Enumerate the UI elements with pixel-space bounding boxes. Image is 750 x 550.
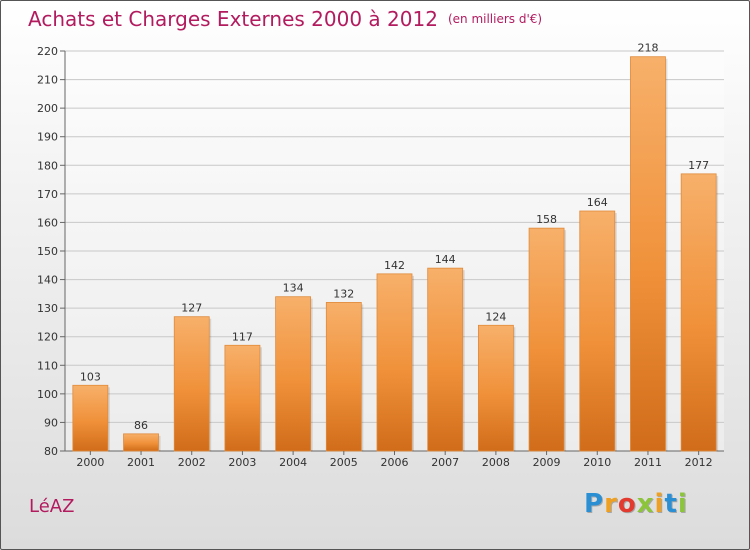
bar-value-label: 142 <box>384 259 405 272</box>
bar-value-label: 164 <box>587 196 608 209</box>
bar-value-label: 124 <box>485 310 506 323</box>
y-tick-label: 150 <box>37 245 58 258</box>
x-tick-label: 2000 <box>76 456 104 469</box>
x-tick-label: 2004 <box>279 456 307 469</box>
y-tick-label: 160 <box>37 216 58 229</box>
bar-value-label: 103 <box>80 370 101 383</box>
y-tick-label: 80 <box>44 445 58 458</box>
x-tick-label: 2012 <box>685 456 713 469</box>
logo-letter: P <box>584 489 605 519</box>
bar-value-label: 158 <box>536 213 557 226</box>
bar <box>123 433 159 452</box>
logo-letter: i <box>654 489 665 519</box>
logo-letter: i <box>677 489 688 519</box>
bar <box>224 344 261 452</box>
x-tick-label: 2007 <box>431 456 459 469</box>
y-tick-label: 110 <box>37 359 58 372</box>
proxiti-logo: Proxiti <box>584 489 688 519</box>
bar <box>275 296 312 452</box>
x-tick-label: 2008 <box>482 456 510 469</box>
bar <box>477 324 514 452</box>
bar <box>579 210 616 452</box>
bar <box>630 56 666 452</box>
chart-title: Achats et Charges Externes 2000 à 2012 (e… <box>28 7 542 31</box>
chart-unit: (en milliers d'€) <box>447 12 543 26</box>
bar-value-label: 117 <box>232 330 253 343</box>
y-tick-label: 170 <box>37 188 58 201</box>
x-tick-label: 2006 <box>381 456 409 469</box>
bar-value-label: 144 <box>435 253 456 266</box>
bar <box>680 173 717 452</box>
y-tick-label: 210 <box>37 74 58 87</box>
y-tick-label: 180 <box>37 159 58 172</box>
y-tick-label: 120 <box>37 331 58 344</box>
y-tick-label: 140 <box>37 274 58 287</box>
x-tick-label: 2009 <box>533 456 561 469</box>
logo-letter: t <box>664 489 678 519</box>
bar <box>427 267 464 452</box>
bar-value-label: 218 <box>637 42 658 55</box>
y-tick-label: 130 <box>37 302 58 315</box>
logo-letter: x <box>636 489 655 519</box>
y-tick-label: 220 <box>37 45 58 58</box>
bar <box>72 384 109 452</box>
bar <box>528 227 565 452</box>
x-tick-label: 2005 <box>330 456 358 469</box>
x-tick-label: 2003 <box>228 456 256 469</box>
y-tick-label: 90 <box>44 416 58 429</box>
x-tick-label: 2002 <box>178 456 206 469</box>
bar <box>173 316 210 452</box>
bar-value-label: 86 <box>134 419 148 432</box>
chart-title-text: Achats et Charges Externes 2000 à 2012 <box>28 7 438 31</box>
bar <box>376 273 413 452</box>
x-tick-label: 2001 <box>127 456 155 469</box>
y-tick-label: 100 <box>37 388 58 401</box>
commune-name: LéAZ <box>29 496 75 517</box>
logo-letter: r <box>604 489 618 519</box>
bar-value-label: 177 <box>688 159 709 172</box>
y-tick-label: 190 <box>37 131 58 144</box>
bar-value-label: 132 <box>333 287 354 300</box>
bar-value-label: 127 <box>181 302 202 315</box>
bar-value-label: 134 <box>283 282 304 295</box>
bar <box>325 302 362 452</box>
x-tick-label: 2011 <box>634 456 662 469</box>
logo-letter: o <box>617 489 637 519</box>
y-tick-label: 200 <box>37 102 58 115</box>
x-tick-label: 2010 <box>583 456 611 469</box>
